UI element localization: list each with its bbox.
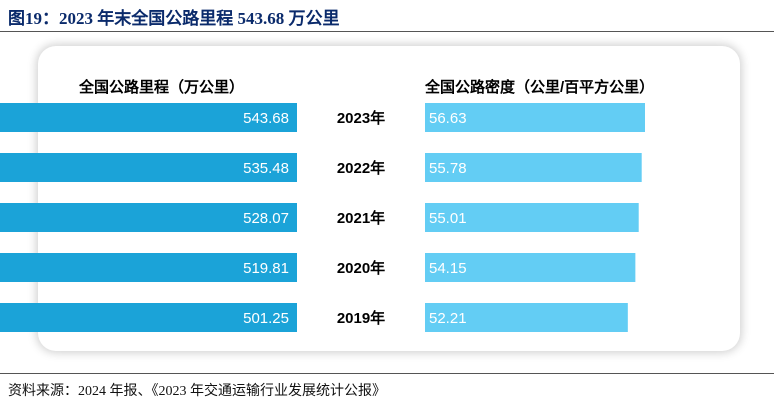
mileage-bar	[0, 103, 297, 132]
mileage-bar	[0, 153, 298, 182]
mileage-value-label: 528.07	[243, 210, 289, 227]
year-label: 2020年	[337, 259, 385, 277]
figure-title: 图19：2023 年末全国公路里程 543.68 万公里	[8, 9, 340, 28]
density-bar	[425, 203, 639, 232]
mileage-value-label: 535.48	[243, 160, 289, 177]
year-label: 2022年	[337, 159, 385, 177]
mileage-bar	[0, 303, 297, 332]
density-bar	[425, 253, 636, 282]
year-label: 2023年	[337, 109, 385, 127]
source-note: 资料来源：2024 年报、《2023 年交通运输行业发展统计公报》	[8, 384, 386, 399]
mileage-bar	[0, 203, 297, 232]
mileage-bar	[0, 253, 298, 282]
year-label: 2019年	[337, 309, 385, 327]
mileage-series-header: 全国公路里程（万公里）	[78, 78, 244, 96]
density-value-label: 55.01	[429, 210, 467, 227]
density-value-label: 54.15	[429, 260, 467, 277]
density-bar	[425, 153, 642, 182]
density-value-label: 55.78	[429, 160, 467, 177]
chart-panel	[38, 46, 740, 351]
density-value-label: 56.63	[429, 110, 467, 127]
density-value-label: 52.21	[429, 310, 467, 327]
mileage-value-label: 543.68	[243, 110, 289, 127]
top-divider	[0, 31, 774, 32]
density-bar	[425, 103, 645, 132]
mileage-value-label: 501.25	[243, 310, 289, 327]
mileage-value-label: 519.81	[243, 260, 289, 277]
bottom-divider	[0, 373, 774, 374]
bar-group: 543.68 2023年 56.63 535.48 2022年 55.78 528.07 20…	[0, 103, 645, 332]
density-series-header: 全国公路密度（公里/百平方公里）	[424, 78, 654, 96]
year-label: 2021年	[337, 209, 385, 227]
density-bar	[425, 303, 628, 332]
